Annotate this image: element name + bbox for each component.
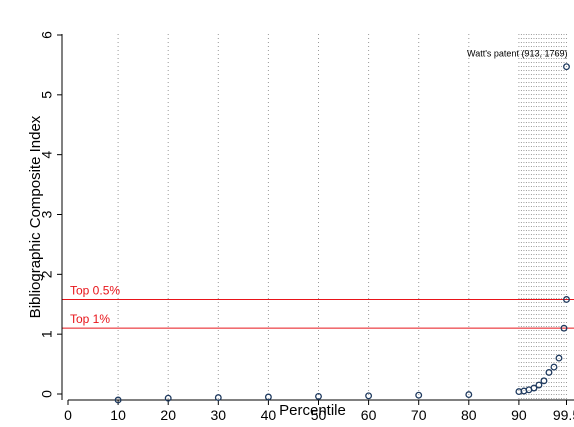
- data-point-0: [114, 396, 122, 404]
- x-tick-label-9: 90: [511, 407, 527, 423]
- annotation-label-0: Watt's patent (913, 1769): [467, 49, 567, 59]
- y-tick-label-6: 6: [39, 31, 55, 39]
- y-axis-title: Bibliographic Composite Index: [27, 115, 44, 318]
- chart-labels: 0123456010203040506070809099.5Percentile…: [27, 31, 574, 423]
- data-point-19: [563, 63, 570, 71]
- plot-region: [21, 16, 574, 427]
- y-tick-label-1: 1: [39, 330, 55, 338]
- data-point-3: [264, 393, 272, 401]
- data-point-2: [214, 394, 222, 402]
- data-point-4: [315, 392, 322, 400]
- data-point-18: [563, 296, 570, 303]
- x-tick-label-0: 0: [64, 407, 72, 423]
- x-tick-label-8: 80: [461, 407, 477, 423]
- data-point-5: [365, 392, 373, 400]
- reference-label-1: Top 1%: [70, 312, 110, 326]
- grid-lines: [117, 34, 567, 400]
- x-tick-label-4: 40: [261, 407, 277, 423]
- data-point-7: [465, 391, 473, 399]
- x-axis-title: Percentile: [279, 402, 346, 419]
- x-tick-label-2: 20: [160, 407, 176, 423]
- y-tick-label-0: 0: [39, 390, 55, 398]
- data-point-17: [560, 324, 568, 332]
- x-tick-label-5: 50: [311, 407, 327, 423]
- data-point-13: [540, 377, 548, 385]
- data-point-6: [415, 391, 423, 399]
- data-point-11: [530, 384, 538, 392]
- y-tick-label-4: 4: [39, 151, 55, 159]
- x-tick-label-7: 70: [411, 407, 427, 423]
- data-point-16: [555, 354, 563, 362]
- data-points: [114, 63, 570, 404]
- data-point-12: [535, 381, 543, 389]
- x-tick-label-1: 10: [110, 407, 126, 423]
- x-tick-label-6: 60: [361, 407, 377, 423]
- reference-label-0: Top 0.5%: [70, 283, 120, 297]
- data-point-15: [550, 363, 558, 371]
- y-tick-label-2: 2: [39, 270, 55, 278]
- axes: [57, 34, 574, 405]
- data-point-14: [545, 369, 553, 376]
- y-tick-label-5: 5: [39, 91, 55, 99]
- x-tick-label-3: 30: [211, 407, 227, 423]
- data-point-1: [164, 394, 172, 402]
- x-tick-label-10: 99.5: [553, 407, 574, 423]
- y-tick-label-3: 3: [39, 210, 55, 218]
- reference-lines: Top 0.5% Top 1%: [62, 283, 574, 329]
